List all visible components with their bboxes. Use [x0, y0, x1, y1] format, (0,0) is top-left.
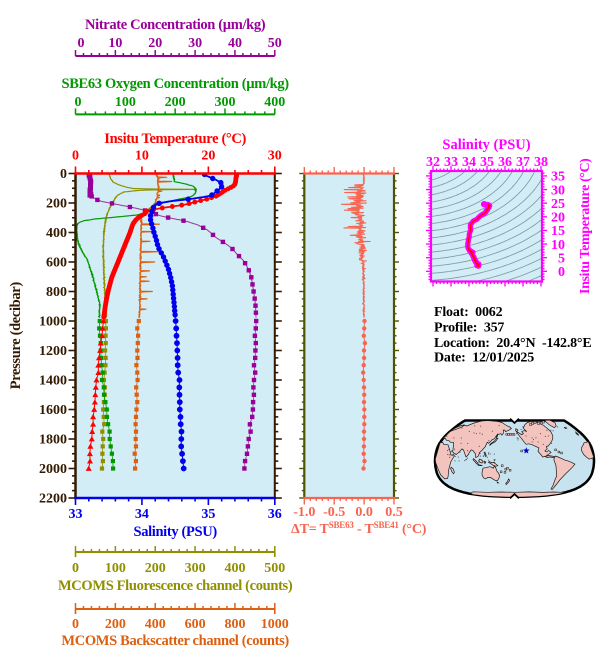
svg-text:25: 25 [551, 197, 565, 212]
svg-text:400: 400 [264, 95, 285, 110]
svg-text:34: 34 [462, 155, 476, 170]
svg-text:33: 33 [444, 155, 458, 170]
svg-text:0: 0 [78, 36, 85, 51]
svg-text:20: 20 [551, 211, 565, 226]
svg-text:1400: 1400 [39, 374, 67, 389]
svg-text:20: 20 [148, 36, 162, 51]
svg-text:100: 100 [115, 95, 136, 110]
svg-text:0: 0 [72, 149, 79, 164]
svg-text:36: 36 [498, 155, 512, 170]
svg-text:10: 10 [135, 149, 149, 164]
svg-text:36: 36 [268, 507, 282, 522]
svg-text:40: 40 [228, 36, 242, 51]
svg-text:SBE63 Oxygen Concentration (µm: SBE63 Oxygen Concentration (µm/kg) [62, 76, 290, 92]
svg-text:32: 32 [426, 155, 440, 170]
svg-text:ΔT= TSBE63 - TSBE41 (°C): ΔT= TSBE63 - TSBE41 (°C) [291, 520, 427, 537]
svg-text:0.0: 0.0 [355, 505, 373, 520]
svg-text:0: 0 [558, 265, 565, 280]
svg-text:Date: 12/01/2025: Date: 12/01/2025 [434, 351, 534, 366]
svg-text:600: 600 [46, 256, 67, 271]
svg-text:600: 600 [185, 617, 206, 632]
svg-text:Salinity (PSU): Salinity (PSU) [442, 137, 530, 153]
svg-text:50: 50 [268, 36, 282, 51]
svg-text:100: 100 [105, 561, 126, 576]
svg-text:-0.5: -0.5 [323, 505, 345, 520]
svg-text:15: 15 [551, 224, 565, 239]
svg-text:Location: 20.4°N -142.8°E: Location: 20.4°N -142.8°E [434, 336, 591, 351]
svg-text:10: 10 [108, 36, 122, 51]
svg-text:30: 30 [268, 149, 282, 164]
svg-text:33: 33 [69, 507, 83, 522]
svg-text:1000: 1000 [39, 315, 67, 330]
svg-text:200: 200 [46, 197, 67, 212]
svg-text:10: 10 [551, 238, 565, 253]
svg-text:0: 0 [75, 95, 82, 110]
svg-text:37: 37 [516, 155, 530, 170]
svg-text:20: 20 [201, 149, 215, 164]
svg-text:0.5: 0.5 [385, 505, 403, 520]
svg-text:MCOMS Backscatter channel (cou: MCOMS Backscatter channel (counts) [61, 633, 289, 649]
svg-text:400: 400 [46, 226, 67, 241]
svg-text:0: 0 [72, 561, 79, 576]
svg-text:30: 30 [188, 36, 202, 51]
svg-text:38: 38 [534, 155, 548, 170]
svg-text:800: 800 [46, 285, 67, 300]
svg-text:400: 400 [145, 617, 166, 632]
svg-text:5: 5 [558, 251, 565, 266]
svg-text:35: 35 [201, 507, 215, 522]
svg-text:500: 500 [264, 561, 285, 576]
svg-text:2000: 2000 [39, 462, 67, 477]
svg-text:800: 800 [224, 617, 245, 632]
svg-text:200: 200 [105, 617, 126, 632]
svg-text:0: 0 [72, 617, 79, 632]
svg-text:1200: 1200 [39, 344, 67, 359]
svg-text:35: 35 [551, 170, 565, 185]
svg-text:30: 30 [551, 183, 565, 198]
svg-text:300: 300 [185, 561, 206, 576]
svg-text:Salinity (PSU): Salinity (PSU) [133, 524, 217, 540]
svg-text:Float: 0062: Float: 0062 [434, 305, 503, 320]
svg-text:-1.0: -1.0 [293, 505, 315, 520]
svg-text:Profile: 357: Profile: 357 [434, 321, 504, 336]
svg-text:Pressure (decibar): Pressure (decibar) [8, 282, 24, 390]
svg-text:400: 400 [224, 561, 245, 576]
svg-text:Insitu Temperature (°C): Insitu Temperature (°C) [104, 131, 246, 147]
svg-text:1800: 1800 [39, 433, 67, 448]
svg-text:300: 300 [214, 95, 235, 110]
svg-text:200: 200 [165, 95, 186, 110]
svg-text:0: 0 [60, 167, 67, 182]
svg-text:34: 34 [135, 507, 149, 522]
svg-text:MCOMS Fluorescence channel (co: MCOMS Fluorescence channel (counts) [58, 578, 293, 594]
svg-text:Insitu Temperature (°C): Insitu Temperature (°C) [578, 158, 593, 294]
svg-text:1000: 1000 [261, 617, 289, 632]
svg-text:35: 35 [480, 155, 494, 170]
svg-text:1600: 1600 [39, 403, 67, 418]
svg-text:2200: 2200 [39, 492, 67, 507]
svg-text:200: 200 [145, 561, 166, 576]
svg-text:Nitrate Concentration (µm/kg): Nitrate Concentration (µm/kg) [85, 17, 266, 33]
